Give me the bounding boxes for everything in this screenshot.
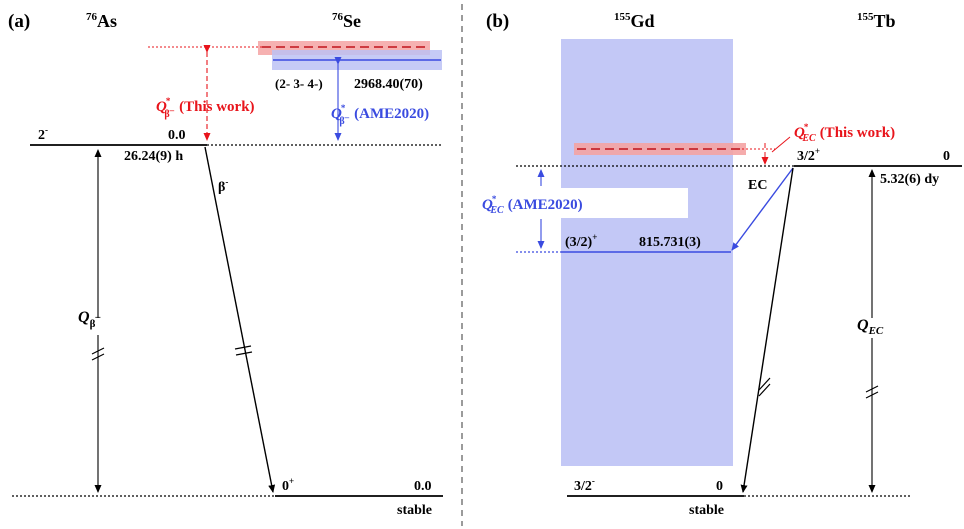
daughter-nuclide-label: 155Gd [614,11,655,31]
parent-halflife: 5.32(6) dy [880,172,939,187]
ground-energy: 0.0 [414,479,432,494]
excited-spin: (3/2)+ [565,232,597,250]
ec-break-mark-2 [758,383,771,397]
beta-break-mark-2 [235,351,253,356]
ground-spin: 0+ [282,476,294,494]
q-ec-break-mark-1 [865,385,879,393]
q-this-work-label: Q* β– (This work) [156,96,255,120]
parent-energy: 0 [943,149,950,164]
q-ec-label: QEC [857,317,884,337]
ground-stable-label: stable [689,503,724,518]
q-ame2020-label-bg [478,188,688,218]
parent-spin: 2- [38,125,48,143]
excited-spin: (2- 3- 4-) [275,76,323,91]
q-ec-break-mark-2 [865,391,879,399]
parent-halflife: 26.24(9) h [124,149,183,164]
ground-stable-label: stable [397,503,432,518]
ground-energy: 0 [716,479,723,494]
q-beta-break-mark-1 [91,347,105,355]
beta-decay-label: β- [218,177,228,195]
panel-b: (b) 155Gd 155Tb 3/2+ 0 5.32(6) dy Q* EC (T… [478,11,962,518]
ec-decay-arrow [731,167,794,251]
ground-spin: 3/2- [574,476,595,494]
excited-energy: 2968.40(70) [354,77,423,92]
q-this-work-label: Q* EC (This work) [794,122,895,144]
parent-spin: 3/2+ [797,146,820,164]
excited-energy: 815.731(3) [639,235,701,250]
panel-a: (a) 76As 76Se 2- 0.0 26.24(9) h (2- 3- 4… [8,11,443,518]
panel-a-label: (a) [8,11,30,32]
ec-ground-decay-arrow [740,167,794,493]
parent-nuclide-label: 155Tb [857,11,896,31]
ec-break-mark-1 [758,377,771,391]
q-ame2020-label: Q* EC (AME2020) [482,194,583,216]
panel-b-label: (b) [486,11,509,32]
q-beta-break-mark-2 [91,353,105,361]
parent-nuclide-label: 76As [86,11,117,31]
this-work-uncertainty-band [574,143,746,155]
beta-break-mark-1 [234,345,252,350]
q-ame2020-label: Q* β– (AME2020) [331,103,429,127]
q-this-work-leader [771,136,791,153]
ec-label: EC [748,178,767,193]
q-beta-label: Qβ– [78,309,101,330]
beta-decay-arrow [204,146,276,493]
parent-energy: 0.0 [168,128,186,143]
daughter-nuclide-label: 76Se [332,11,361,31]
